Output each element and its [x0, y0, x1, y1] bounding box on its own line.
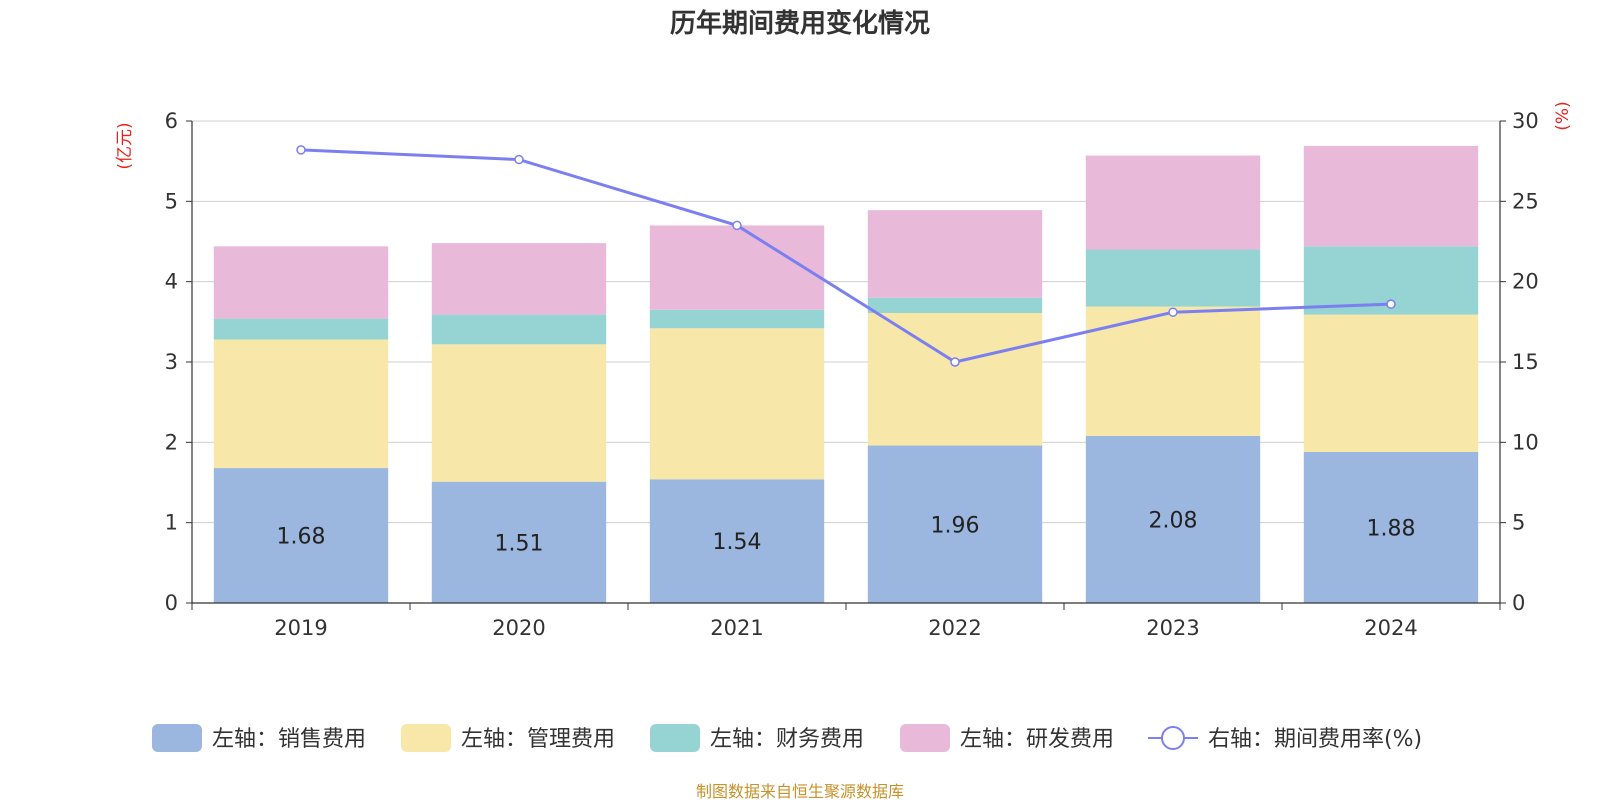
- bar-segment: [867, 445, 1043, 603]
- legend-swatch: [152, 724, 202, 752]
- rate-line-path: [300, 148, 1392, 364]
- grid-lines: [192, 120, 1500, 524]
- bar-segment: [867, 210, 1043, 298]
- legend-label: 左轴：财务费用: [710, 727, 864, 752]
- bar-segment: [1085, 306, 1261, 436]
- bar-segment: [1085, 155, 1261, 250]
- x-axis-label: 2023: [1146, 616, 1199, 640]
- bar-segment: [213, 246, 389, 319]
- bar-value-label: 2.08: [1149, 508, 1198, 533]
- data-source-note: 制图数据来自恒生聚源数据库: [696, 782, 904, 800]
- legend-swatch: [650, 724, 700, 752]
- right-axis-tick-label: 5: [1512, 511, 1525, 535]
- right-axis-tick-label: 15: [1512, 350, 1539, 374]
- x-axis-label: 2024: [1364, 616, 1417, 640]
- rate-line-point: [1386, 299, 1396, 309]
- left-axis-tick-label: 2: [165, 430, 178, 454]
- right-axis-unit: (%): [1553, 101, 1573, 130]
- rate-line-point: [950, 357, 960, 367]
- bar-segment: [1085, 435, 1261, 603]
- legend-label: 右轴：期间费用率(%): [1208, 727, 1422, 752]
- x-axis-label: 2022: [928, 616, 981, 640]
- bar-segment: [213, 318, 389, 340]
- bar-segment: [649, 309, 825, 329]
- x-axis-label: 2021: [710, 616, 763, 640]
- rate-line: [296, 145, 1396, 367]
- bar-segment: [649, 328, 825, 480]
- right-axis-tick-label: 30: [1512, 109, 1539, 133]
- bar-segment: [431, 243, 607, 315]
- bars: 1.68 1.51 1.54 1.96 2.08 1.88: [213, 145, 1479, 603]
- bar-value-label: 1.54: [713, 530, 762, 555]
- bar-segment: [649, 479, 825, 603]
- bar-value-label: 1.68: [277, 525, 326, 550]
- legend-label: 左轴：销售费用: [212, 727, 366, 752]
- left-axis-tick-label: 3: [165, 350, 178, 374]
- right-axis-tick-label: 0: [1512, 591, 1525, 615]
- right-axis-tick-label: 10: [1512, 430, 1539, 454]
- bar-segment: [1303, 314, 1479, 452]
- rate-line-point: [1168, 307, 1178, 317]
- bar-segment: [213, 339, 389, 469]
- left-axis-tick-label: 4: [165, 270, 178, 294]
- left-axis-tick-label: 6: [165, 109, 178, 133]
- legend-label: 左轴：研发费用: [960, 727, 1114, 752]
- x-axis-label: 2020: [492, 616, 545, 640]
- rate-line-point: [514, 154, 524, 165]
- legend-swatch: [401, 724, 451, 752]
- rate-line-point: [732, 220, 742, 231]
- x-axis-label: 2019: [274, 616, 327, 640]
- bar-segment: [431, 481, 607, 603]
- left-axis-tick-label: 5: [165, 189, 178, 213]
- bar-segment: [213, 468, 389, 603]
- bar-segment: [1085, 249, 1261, 307]
- bar-segment: [867, 297, 1043, 313]
- left-axis-tick-label: 1: [165, 511, 178, 535]
- legend[interactable]: 左轴：销售费用 左轴：管理费用 左轴：财务费用 左轴：研发费用 右轴：期间费用率(%): [152, 724, 1422, 752]
- legend-swatch: [900, 724, 950, 752]
- bar-segment: [431, 344, 607, 482]
- left-axis-unit: (亿元): [115, 122, 135, 169]
- bar-segment: [867, 312, 1043, 446]
- bar-segment: [649, 225, 825, 310]
- legend-label: 左轴：管理费用: [461, 727, 615, 752]
- bar-value-label: 1.88: [1367, 516, 1416, 541]
- legend-marker: [1161, 726, 1185, 750]
- bar-segment: [431, 314, 607, 345]
- right-axis-tick-label: 25: [1512, 189, 1539, 213]
- bar-value-label: 1.96: [931, 513, 980, 538]
- chart-title: 历年期间费用变化情况: [670, 8, 930, 39]
- bar-segment: [1303, 451, 1479, 603]
- bar-value-label: 1.51: [495, 531, 544, 556]
- rate-line-point: [296, 145, 306, 155]
- left-axis-tick-label: 0: [165, 591, 178, 615]
- right-axis-tick-label: 20: [1512, 270, 1539, 294]
- bar-segment: [1303, 145, 1479, 247]
- axes: 0 1 2 3 4 5 6 0 5 10 15 20 25 30 2019 2020 2021 2022 2023 2…: [165, 109, 1539, 640]
